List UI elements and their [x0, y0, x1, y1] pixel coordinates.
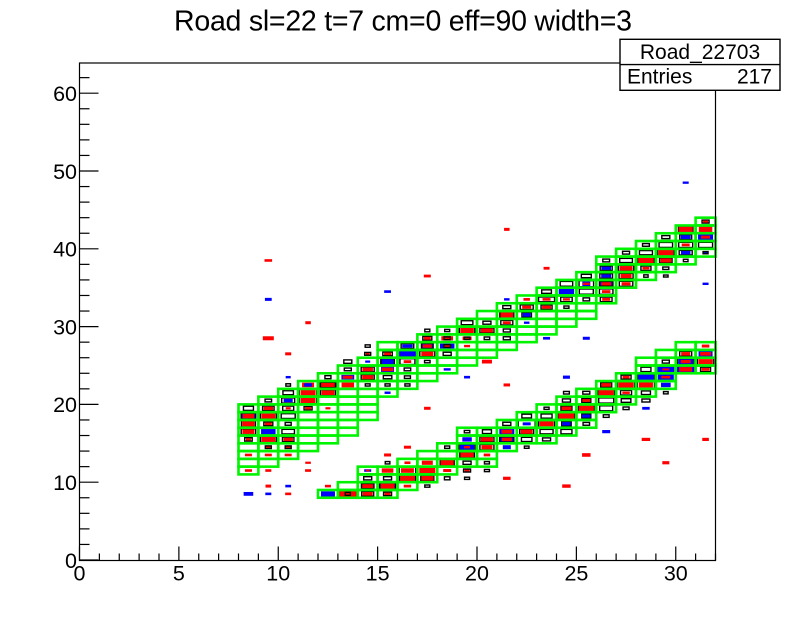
svg-text:0: 0 — [74, 562, 86, 586]
svg-text:10: 10 — [266, 562, 290, 586]
svg-text:50: 50 — [53, 160, 77, 184]
svg-text:Entries: Entries — [627, 65, 692, 88]
svg-text:0: 0 — [65, 549, 77, 573]
svg-text:25: 25 — [564, 562, 588, 586]
svg-text:30: 30 — [664, 562, 688, 586]
svg-text:20: 20 — [465, 562, 489, 586]
svg-text:10: 10 — [53, 471, 77, 495]
svg-text:20: 20 — [53, 393, 77, 417]
svg-text:Road_22703: Road_22703 — [640, 41, 760, 64]
svg-text:30: 30 — [53, 315, 77, 339]
svg-text:Road sl=22 t=7 cm=0 eff=90 wid: Road sl=22 t=7 cm=0 eff=90 width=3 — [174, 6, 632, 38]
svg-text:15: 15 — [366, 562, 390, 586]
svg-text:40: 40 — [53, 238, 77, 262]
svg-text:5: 5 — [173, 562, 185, 586]
svg-text:217: 217 — [737, 65, 772, 88]
svg-text:60: 60 — [53, 82, 77, 106]
